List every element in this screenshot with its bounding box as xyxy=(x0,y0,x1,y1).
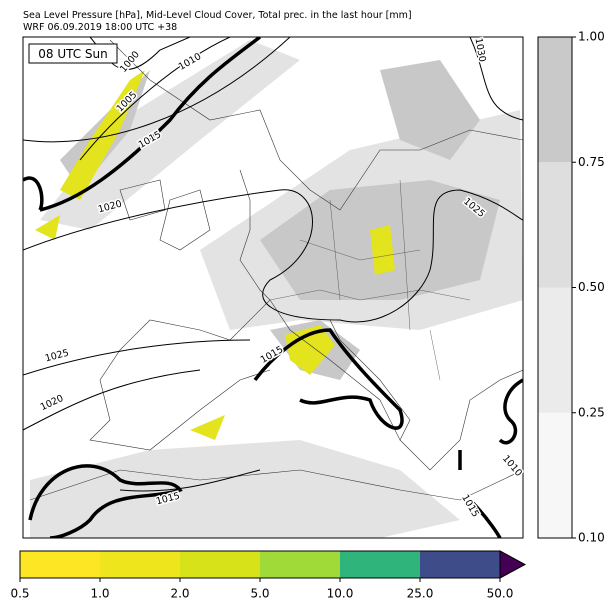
precip-colorbar-label: 5.0 xyxy=(250,587,269,601)
cloud-colorbar-segment xyxy=(538,412,572,538)
cloud-colorbar-label: 0.50 xyxy=(578,280,605,294)
precip-colorbar-label: 25.0 xyxy=(407,587,434,601)
cloud-colorbar-segment xyxy=(538,37,572,163)
precip-colorbar-label: 50.0 xyxy=(487,587,514,601)
precip-colorbar-segment xyxy=(420,551,500,578)
precip-colorbar-segment xyxy=(260,551,340,578)
precip-colorbar-label: 0.5 xyxy=(10,587,29,601)
time-box xyxy=(28,43,118,64)
precip-colorbar-label: 2.0 xyxy=(170,587,189,601)
precip-colorbar-segment xyxy=(180,551,260,578)
cloud-colorbar-label: 1.00 xyxy=(578,30,605,44)
cloud-colorbar-label: 0.25 xyxy=(578,405,605,419)
time-label: 08 UTC Sun xyxy=(38,47,108,61)
precip-colorbar-label: 1.0 xyxy=(90,587,109,601)
map-frame xyxy=(22,36,524,539)
cloud-colorbar-segment xyxy=(538,287,572,413)
precip-colorbar-extend xyxy=(499,550,527,579)
map: 08 UTC Sun 10001005101010151020103010251… xyxy=(22,36,525,539)
precip-colorbar-segment xyxy=(100,551,180,578)
cloud-colorbar-label: 0.10 xyxy=(578,531,605,545)
cloud-colorbar-label: 0.75 xyxy=(578,155,605,169)
subtitle: WRF 06.09.2019 18:00 UTC +38 xyxy=(23,22,177,33)
precip-colorbar-segment xyxy=(340,551,420,578)
precip-colorbar-segment xyxy=(20,551,100,578)
precip-colorbar-label: 10.0 xyxy=(327,587,354,601)
cloud-colorbar-segment xyxy=(538,162,572,288)
title: Sea Level Pressure [hPa], Mid-Level Clou… xyxy=(23,10,412,21)
